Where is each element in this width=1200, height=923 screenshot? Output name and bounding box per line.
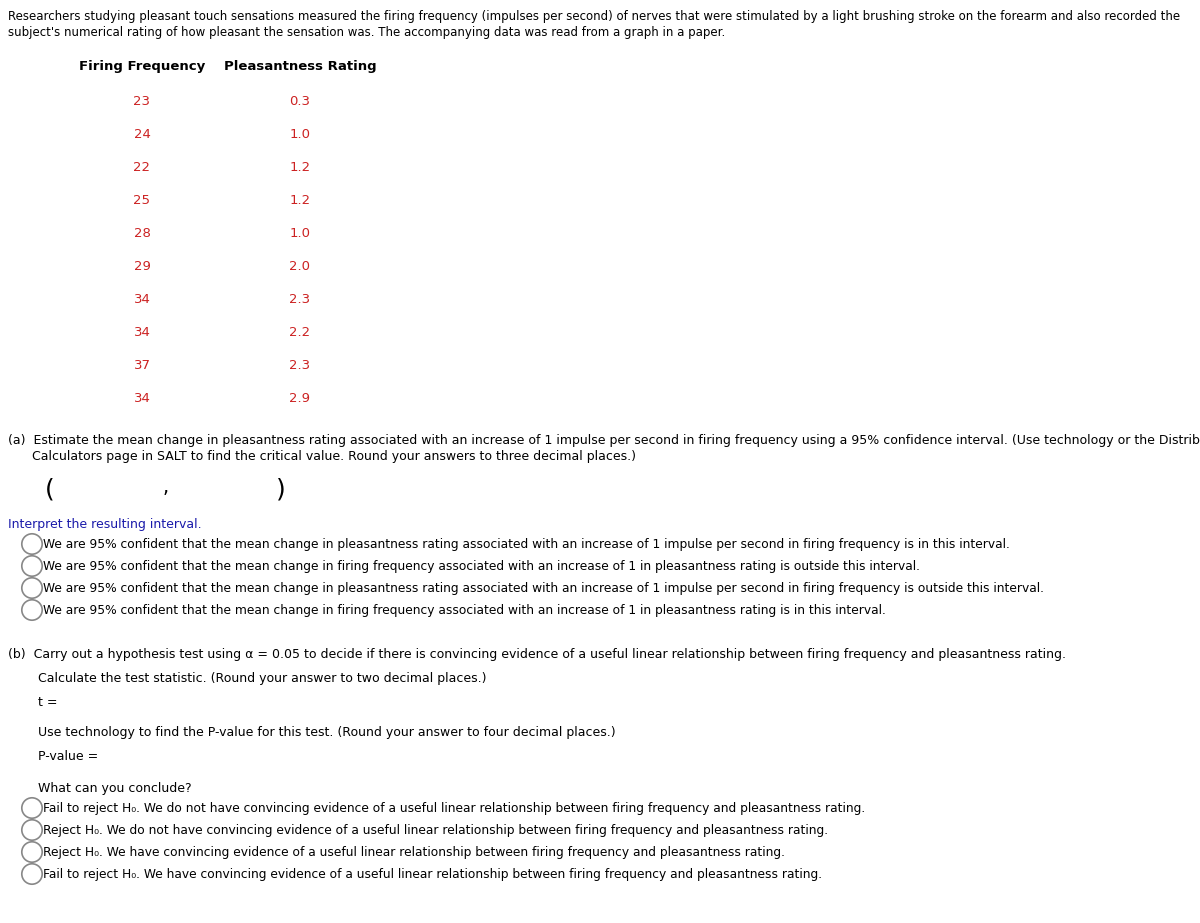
Text: subject's numerical rating of how pleasant the sensation was. The accompanying d: subject's numerical rating of how pleasa… (8, 26, 725, 39)
Text: 34: 34 (133, 392, 150, 405)
Text: Fail to reject H₀. We have convincing evidence of a useful linear relationship b: Fail to reject H₀. We have convincing ev… (43, 868, 822, 881)
Text: 1.0: 1.0 (289, 227, 311, 240)
Text: Calculate the test statistic. (Round your answer to two decimal places.): Calculate the test statistic. (Round you… (38, 672, 486, 685)
Text: Interpret the resulting interval.: Interpret the resulting interval. (8, 518, 202, 531)
Text: P-value =: P-value = (38, 750, 98, 763)
Text: (b)  Carry out a hypothesis test using α = 0.05 to decide if there is convincing: (b) Carry out a hypothesis test using α … (8, 648, 1066, 661)
Text: Calculators page in SALT to find the critical value. Round your answers to three: Calculators page in SALT to find the cri… (8, 450, 636, 463)
Text: ,: , (163, 478, 169, 497)
Text: We are 95% confident that the mean change in firing frequency associated with an: We are 95% confident that the mean chang… (43, 560, 920, 573)
Text: 25: 25 (133, 194, 150, 207)
Text: We are 95% confident that the mean change in firing frequency associated with an: We are 95% confident that the mean chang… (43, 604, 886, 617)
Text: (a)  Estimate the mean change in pleasantness rating associated with an increase: (a) Estimate the mean change in pleasant… (8, 434, 1200, 447)
Text: ): ) (276, 478, 286, 502)
Text: 2.9: 2.9 (289, 392, 311, 405)
Text: 22: 22 (133, 161, 150, 174)
Text: Pleasantness Rating: Pleasantness Rating (223, 60, 377, 73)
Text: (: ( (46, 478, 55, 502)
Text: 1.2: 1.2 (289, 161, 311, 174)
Text: 37: 37 (133, 359, 150, 372)
Text: 23: 23 (133, 95, 150, 108)
Text: We are 95% confident that the mean change in pleasantness rating associated with: We are 95% confident that the mean chang… (43, 538, 1010, 551)
Text: 24: 24 (133, 128, 150, 141)
Text: 2.0: 2.0 (289, 260, 311, 273)
Text: What can you conclude?: What can you conclude? (38, 782, 192, 795)
Text: 28: 28 (133, 227, 150, 240)
Text: Researchers studying pleasant touch sensations measured the firing frequency (im: Researchers studying pleasant touch sens… (8, 10, 1180, 23)
Text: Fail to reject H₀. We do not have convincing evidence of a useful linear relatio: Fail to reject H₀. We do not have convin… (43, 802, 865, 815)
Text: 0.3: 0.3 (289, 95, 311, 108)
Text: Reject H₀. We do not have convincing evidence of a useful linear relationship be: Reject H₀. We do not have convincing evi… (43, 824, 828, 837)
Text: Firing Frequency: Firing Frequency (79, 60, 205, 73)
Text: 2.2: 2.2 (289, 326, 311, 339)
Text: 1.0: 1.0 (289, 128, 311, 141)
Text: 34: 34 (133, 326, 150, 339)
Text: t =: t = (38, 696, 58, 709)
Text: 29: 29 (133, 260, 150, 273)
Text: 2.3: 2.3 (289, 293, 311, 306)
Text: Reject H₀. We have convincing evidence of a useful linear relationship between f: Reject H₀. We have convincing evidence o… (43, 846, 785, 859)
Text: 34: 34 (133, 293, 150, 306)
Text: We are 95% confident that the mean change in pleasantness rating associated with: We are 95% confident that the mean chang… (43, 582, 1044, 595)
Text: 1.2: 1.2 (289, 194, 311, 207)
Text: Use technology to find the P-value for this test. (Round your answer to four dec: Use technology to find the P-value for t… (38, 726, 616, 739)
Text: 2.3: 2.3 (289, 359, 311, 372)
